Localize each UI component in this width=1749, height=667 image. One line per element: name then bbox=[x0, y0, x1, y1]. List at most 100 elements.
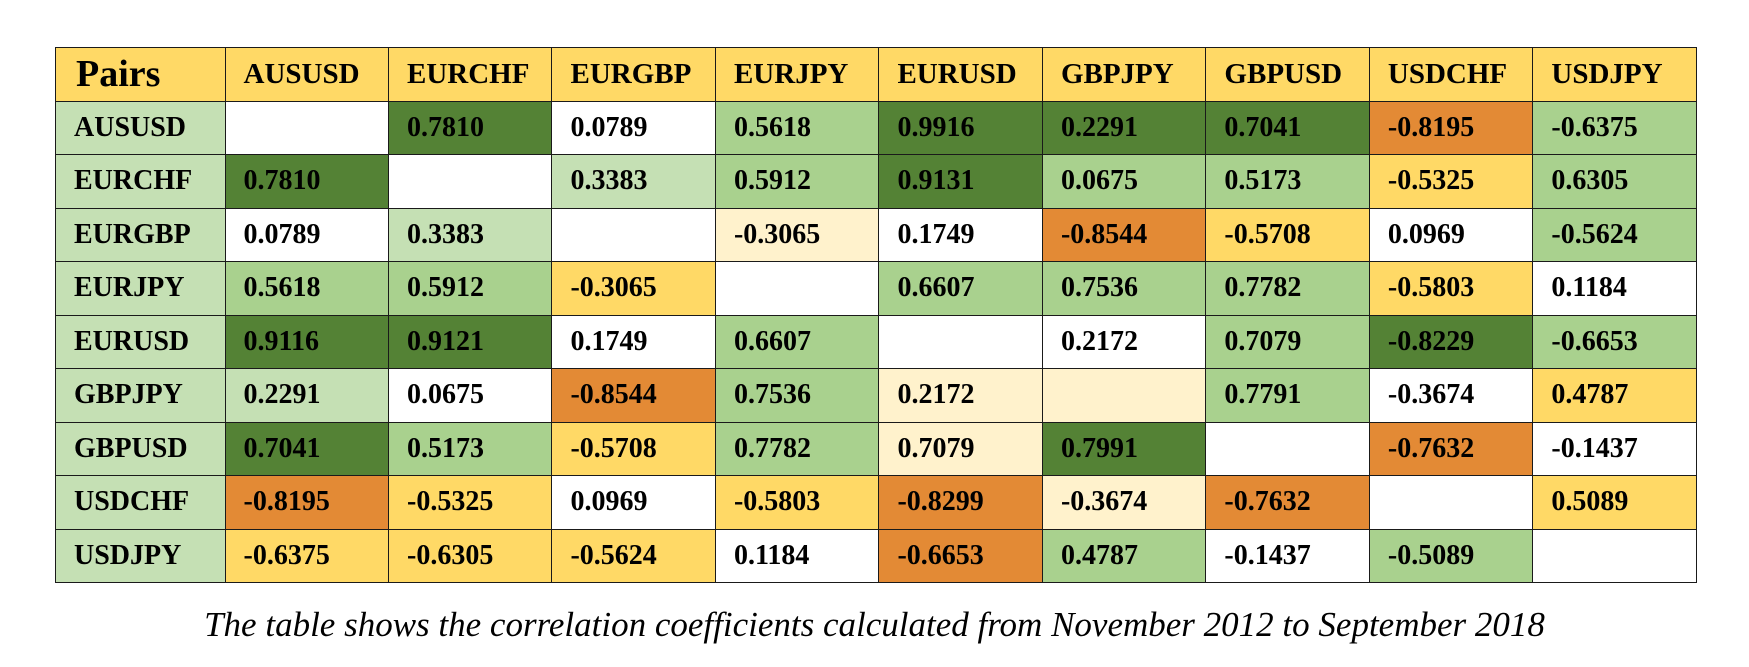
empty-diagonal-cell bbox=[551, 207, 716, 262]
column-header: EURCHF bbox=[387, 47, 553, 102]
table-row: EURUSD 0.9116 0.9121 0.1749 0.6607 0.2172 0.70… bbox=[55, 314, 1697, 369]
correlation-cell: -0.8544 bbox=[551, 368, 716, 423]
correlation-cell: 0.7791 bbox=[1205, 368, 1370, 423]
column-header: USDCHF bbox=[1368, 47, 1534, 102]
empty-diagonal-cell bbox=[878, 314, 1043, 369]
row-header: EURJPY bbox=[55, 261, 226, 316]
correlation-cell: 0.7079 bbox=[878, 421, 1043, 476]
column-header: EURGBP bbox=[551, 47, 716, 102]
correlation-cell: 0.5173 bbox=[387, 421, 553, 476]
correlation-cell: 0.9131 bbox=[878, 154, 1043, 209]
correlation-cell: -0.8195 bbox=[1368, 100, 1534, 155]
correlation-cell: -0.6653 bbox=[1532, 314, 1697, 369]
empty-diagonal-cell bbox=[714, 261, 880, 316]
empty-diagonal-cell bbox=[1041, 368, 1207, 423]
correlation-cell: 0.0675 bbox=[1041, 154, 1207, 209]
empty-diagonal-cell bbox=[387, 154, 553, 209]
correlation-cell: 0.7810 bbox=[224, 154, 390, 209]
table-row: EURCHF 0.7810 0.3383 0.5912 0.9131 0.0675 0.51… bbox=[55, 154, 1697, 209]
table-row: AUSUSD 0.7810 0.0789 0.5618 0.9916 0.2291 0.70… bbox=[55, 100, 1697, 155]
correlation-cell: -0.6305 bbox=[387, 528, 553, 583]
correlation-cell: -0.5803 bbox=[714, 475, 880, 530]
column-header: GBPJPY bbox=[1041, 47, 1207, 102]
correlation-cell: -0.3674 bbox=[1368, 368, 1534, 423]
correlation-cell: -0.5708 bbox=[1205, 207, 1370, 262]
correlation-cell: 0.5912 bbox=[387, 261, 553, 316]
row-header: GBPJPY bbox=[55, 368, 226, 423]
correlation-cell: 0.6305 bbox=[1532, 154, 1697, 209]
correlation-cell: 0.7041 bbox=[224, 421, 390, 476]
correlation-cell: 0.0969 bbox=[551, 475, 716, 530]
correlation-cell: 0.1184 bbox=[1532, 261, 1697, 316]
correlation-cell: 0.7810 bbox=[387, 100, 553, 155]
correlation-cell: 0.5089 bbox=[1532, 475, 1697, 530]
table-body: AUSUSD 0.7810 0.0789 0.5618 0.9916 0.2291 0.70… bbox=[55, 100, 1697, 583]
correlation-cell: 0.4787 bbox=[1532, 368, 1697, 423]
correlation-cell: 0.2172 bbox=[878, 368, 1043, 423]
table-row: EURJPY 0.5618 0.5912 -0.3065 0.6607 0.7536 0.7… bbox=[55, 261, 1697, 316]
correlation-cell: 0.1184 bbox=[714, 528, 880, 583]
correlation-cell: -0.8544 bbox=[1041, 207, 1207, 262]
correlation-cell: -0.5803 bbox=[1368, 261, 1534, 316]
correlation-cell: 0.9916 bbox=[878, 100, 1043, 155]
correlation-cell: 0.7536 bbox=[1041, 261, 1207, 316]
correlation-cell: 0.2291 bbox=[1041, 100, 1207, 155]
correlation-cell: 0.0789 bbox=[551, 100, 716, 155]
correlation-cell: 0.6607 bbox=[878, 261, 1043, 316]
empty-diagonal-cell bbox=[1205, 421, 1370, 476]
correlation-cell: 0.5618 bbox=[224, 261, 390, 316]
table-caption: The table shows the correlation coeffici… bbox=[204, 605, 1545, 644]
correlation-cell: 0.0675 bbox=[387, 368, 553, 423]
correlation-cell: 0.0969 bbox=[1368, 207, 1534, 262]
correlation-cell: 0.9116 bbox=[224, 314, 390, 369]
correlation-cell: -0.5624 bbox=[551, 528, 716, 583]
header-row: Pairs AUSUSD EURCHF EURGBP EURJPY EURUSD… bbox=[55, 47, 1697, 102]
correlation-cell: -0.6375 bbox=[224, 528, 390, 583]
row-header: EURGBP bbox=[55, 207, 226, 262]
correlation-cell: -0.6653 bbox=[878, 528, 1043, 583]
correlation-cell: -0.3065 bbox=[714, 207, 880, 262]
correlation-cell: 0.2291 bbox=[224, 368, 390, 423]
correlation-cell: -0.8229 bbox=[1368, 314, 1534, 369]
correlation-cell: -0.5624 bbox=[1532, 207, 1697, 262]
correlation-cell: -0.8299 bbox=[878, 475, 1043, 530]
empty-diagonal-cell bbox=[1368, 475, 1534, 530]
correlation-cell: -0.6375 bbox=[1532, 100, 1697, 155]
empty-diagonal-cell bbox=[1532, 528, 1697, 583]
correlation-cell: -0.5089 bbox=[1368, 528, 1534, 583]
column-header: EURJPY bbox=[714, 47, 880, 102]
correlation-cell: -0.5325 bbox=[1368, 154, 1534, 209]
table-row: USDJPY -0.6375 -0.6305 -0.5624 0.1184 -0.6653… bbox=[55, 528, 1697, 583]
correlation-cell: 0.9121 bbox=[387, 314, 553, 369]
correlation-cell: -0.5325 bbox=[387, 475, 553, 530]
correlation-cell: -0.7632 bbox=[1368, 421, 1534, 476]
row-header: EURUSD bbox=[55, 314, 226, 369]
column-header: AUSUSD bbox=[224, 47, 390, 102]
row-header: USDCHF bbox=[55, 475, 226, 530]
correlation-cell: 0.3383 bbox=[551, 154, 716, 209]
correlation-cell: 0.0789 bbox=[224, 207, 390, 262]
row-header: GBPUSD bbox=[55, 421, 226, 476]
correlation-cell: 0.7782 bbox=[1205, 261, 1370, 316]
table-row: GBPJPY 0.2291 0.0675 -0.8544 0.7536 0.2172 0.7… bbox=[55, 368, 1697, 423]
corner-header: Pairs bbox=[55, 47, 226, 102]
correlation-cell: 0.7991 bbox=[1041, 421, 1207, 476]
correlation-cell: -0.8195 bbox=[224, 475, 390, 530]
correlation-cell: -0.3065 bbox=[551, 261, 716, 316]
row-header: USDJPY bbox=[55, 528, 226, 583]
column-header: EURUSD bbox=[878, 47, 1043, 102]
correlation-cell: 0.7079 bbox=[1205, 314, 1370, 369]
correlation-cell: 0.6607 bbox=[714, 314, 880, 369]
column-header: GBPUSD bbox=[1205, 47, 1370, 102]
correlation-cell: -0.5708 bbox=[551, 421, 716, 476]
correlation-cell: 0.7536 bbox=[714, 368, 880, 423]
correlation-cell: 0.5912 bbox=[714, 154, 880, 209]
correlation-cell: -0.1437 bbox=[1205, 528, 1370, 583]
correlation-cell: 0.3383 bbox=[387, 207, 553, 262]
correlation-cell: -0.7632 bbox=[1205, 475, 1370, 530]
table-row: GBPUSD 0.7041 0.5173 -0.5708 0.7782 0.7079 0.7… bbox=[55, 421, 1697, 476]
correlation-cell: 0.4787 bbox=[1041, 528, 1207, 583]
correlation-cell: 0.1749 bbox=[878, 207, 1043, 262]
correlation-cell: 0.1749 bbox=[551, 314, 716, 369]
row-header: EURCHF bbox=[55, 154, 226, 209]
